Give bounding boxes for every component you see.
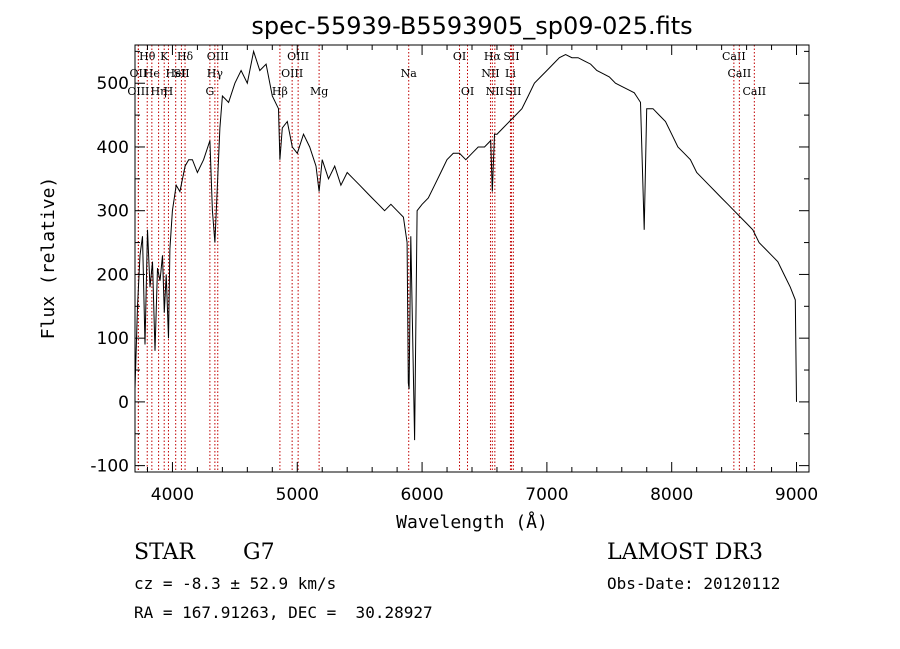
line-label: CaII <box>728 67 752 80</box>
line-label: Hγ <box>207 67 224 80</box>
redshift-cz: cz = -8.3 ± 52.9 km/s <box>134 574 337 593</box>
line-label: CaII <box>722 50 746 63</box>
line-label: OIII <box>127 85 149 98</box>
line-label: HeI <box>165 67 185 80</box>
sky-coordinates: RA = 167.91263, DEC = 30.28927 <box>134 603 433 622</box>
line-label: OIII <box>207 50 229 63</box>
line-label: OI <box>461 85 474 98</box>
y-tick-label: 100 <box>97 329 129 349</box>
line-label: SII <box>505 85 521 98</box>
x-tick-label: 8000 <box>650 485 693 505</box>
y-tick-label: 300 <box>97 202 129 222</box>
line-label: Mg <box>310 85 328 98</box>
spectral-line-markers: HθOIIOIIIHeHηKHHeISIIHδGHγOIIIHβOIIIOIII… <box>127 45 766 472</box>
line-label: CaII <box>742 85 766 98</box>
chart-title: spec-55939-B5593905_sp09-025.fits <box>251 12 692 40</box>
x-tick-label: 7000 <box>525 485 568 505</box>
x-tick-label: 9000 <box>775 485 818 505</box>
x-tick-label: 5000 <box>276 485 319 505</box>
y-tick-label: 500 <box>97 74 129 94</box>
line-label: Li <box>505 67 516 80</box>
line-label: H <box>164 85 174 98</box>
spectrum-series <box>134 49 797 441</box>
observation-date: Obs-Date: 20120112 <box>607 574 781 593</box>
line-label: K <box>160 50 169 63</box>
y-tick-label: 200 <box>97 265 129 285</box>
line-label: OIII <box>287 50 309 63</box>
object-subclass: G7 <box>243 540 275 565</box>
y-tick-label: -100 <box>90 457 129 477</box>
line-label: He <box>144 67 160 80</box>
line-label: OIII <box>281 67 303 80</box>
line-label: Hη <box>150 85 166 98</box>
y-tick-label: 400 <box>97 138 129 158</box>
x-tick-label: 4000 <box>151 485 194 505</box>
line-label: Hα <box>484 50 502 63</box>
x-axis-label: Wavelength (Å) <box>396 511 548 533</box>
line-label: G <box>205 85 214 98</box>
line-label: NII <box>481 67 499 80</box>
axis-ticks: 4000 5000 6000 7000 8000 9000 -100 0 100 200 300 40… <box>90 45 818 505</box>
y-tick-label: 0 <box>118 393 129 413</box>
spectrum-line <box>134 49 797 441</box>
survey-name: LAMOST DR3 <box>607 540 763 565</box>
line-label: Hδ <box>177 50 194 63</box>
line-label: SII <box>503 50 519 63</box>
line-label: NII <box>486 85 504 98</box>
line-label: Na <box>401 67 418 80</box>
plot-frame <box>134 44 810 473</box>
y-axis-label: Flux (relative) <box>38 177 59 340</box>
x-tick-label: 6000 <box>400 485 443 505</box>
line-label: SII <box>173 67 189 80</box>
line-label: Hθ <box>139 50 156 63</box>
line-label: OI <box>453 50 466 63</box>
object-type: STAR <box>134 540 195 565</box>
line-label: Hβ <box>272 85 288 98</box>
